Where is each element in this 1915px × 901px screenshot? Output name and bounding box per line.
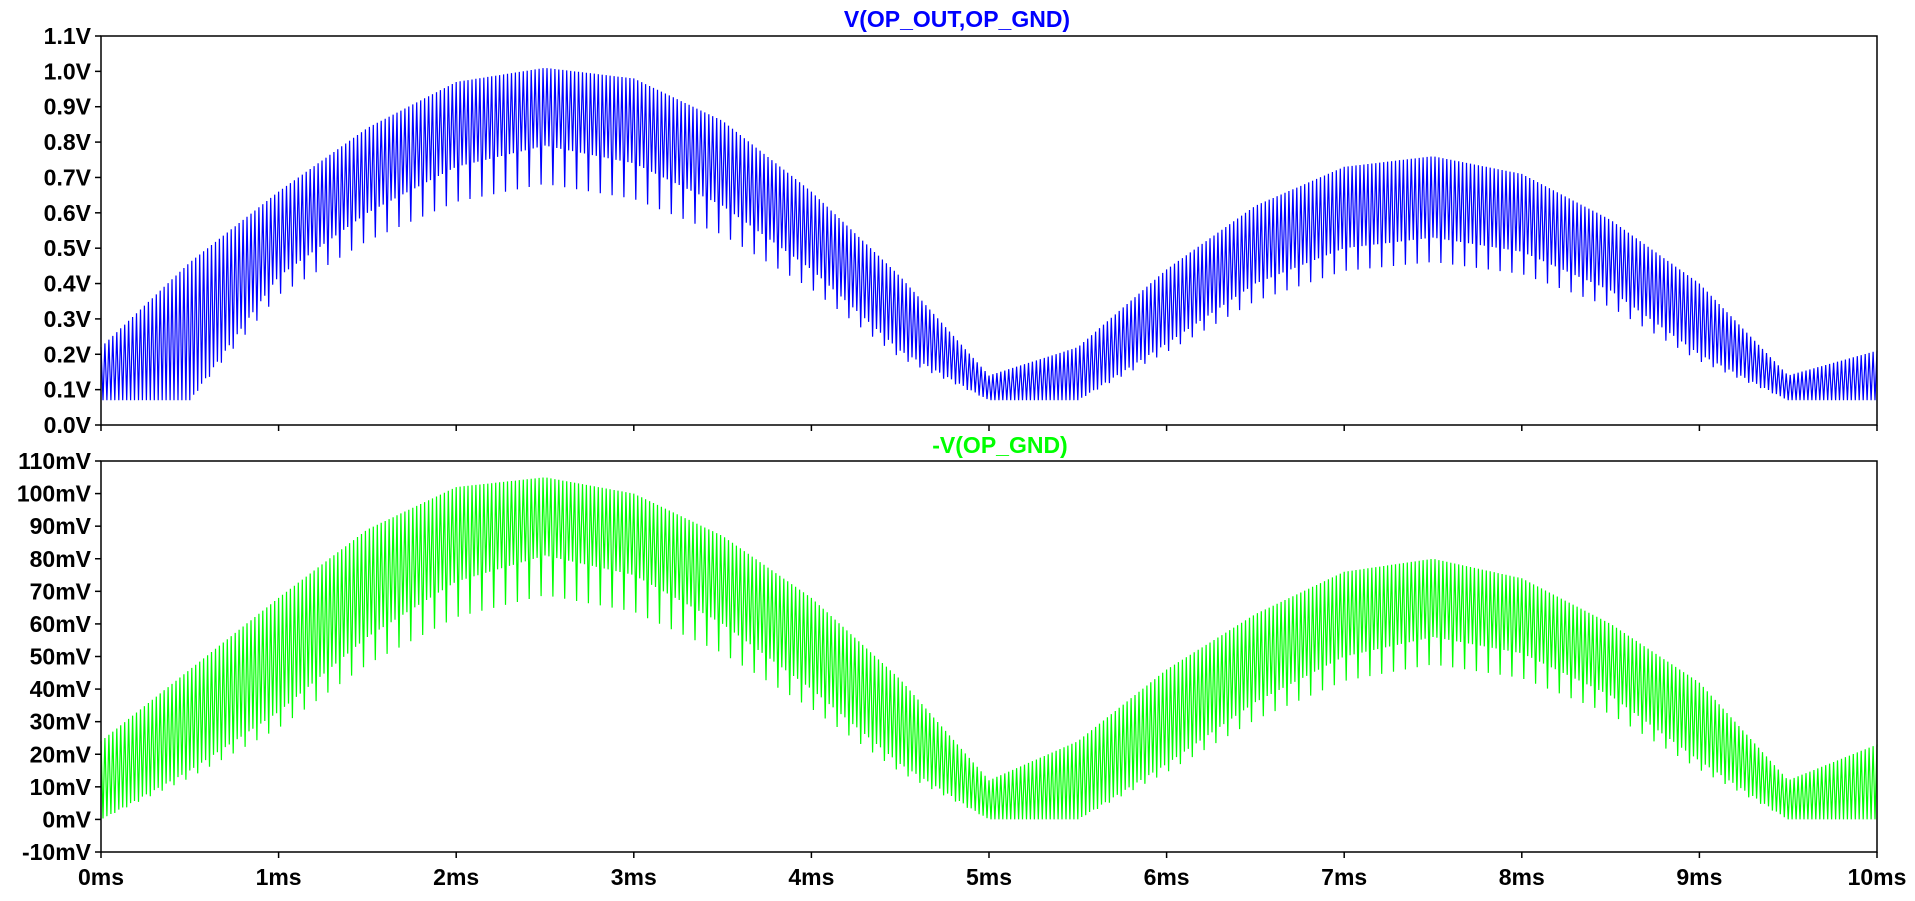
- y-tick-label: 0.7V: [44, 164, 92, 190]
- y-tick-label: -10mV: [22, 839, 92, 865]
- pane-top-x-ticks: [100, 425, 1878, 431]
- y-tick-label: 0.0V: [44, 412, 92, 438]
- pane-top: V(OP_OUT,OP_GND) 0.0V 0.1V 0.2V 0.3V 0.4V 0.5…: [44, 6, 1878, 438]
- x-tick-label: 7ms: [1321, 864, 1367, 890]
- y-tick-label: 0.1V: [44, 377, 92, 403]
- y-tick-label: 1.1V: [44, 23, 92, 49]
- pane-bottom: -V(OP_GND) -10mV 0mV 10mV 20mV 30mV 40mV 50mV 6…: [17, 432, 1907, 890]
- x-tick-label: 5ms: [966, 864, 1012, 890]
- y-tick-label: 0mV: [42, 806, 91, 832]
- signal-trace: [100, 68, 1878, 401]
- y-tick-label: 0.8V: [44, 129, 92, 155]
- x-tick-label: 0ms: [78, 864, 124, 890]
- y-tick-label: 80mV: [30, 546, 92, 572]
- y-tick-label: 0.2V: [44, 341, 92, 367]
- y-tick-label: 50mV: [30, 644, 92, 670]
- y-tick-label: 0.5V: [44, 235, 92, 261]
- pane-bottom-waveform: [100, 477, 1878, 820]
- x-tick-label: 10ms: [1848, 864, 1907, 890]
- y-tick-label: 90mV: [30, 513, 92, 539]
- y-tick-label: 0.4V: [44, 271, 92, 297]
- y-tick-label: 0.9V: [44, 94, 92, 120]
- y-tick-label: 100mV: [17, 481, 92, 507]
- x-tick-label: 2ms: [433, 864, 479, 890]
- pane-bottom-frame: [100, 460, 1878, 853]
- pane-top-frame: [100, 35, 1878, 426]
- x-tick-label: 3ms: [611, 864, 657, 890]
- y-tick-label: 20mV: [30, 741, 92, 767]
- x-tick-label: 6ms: [1144, 864, 1190, 890]
- y-tick-label: 10mV: [30, 774, 92, 800]
- x-tick-label: 1ms: [256, 864, 302, 890]
- x-tick-label: 8ms: [1499, 864, 1545, 890]
- y-tick-label: 1.0V: [44, 58, 92, 84]
- pane-bottom-title[interactable]: -V(OP_GND): [932, 432, 1067, 458]
- y-tick-label: 70mV: [30, 578, 92, 604]
- pane-top-title[interactable]: V(OP_OUT,OP_GND): [844, 6, 1070, 32]
- y-tick-label: 60mV: [30, 611, 92, 637]
- x-axis: 0ms 1ms 2ms 3ms 4ms 5ms 6ms 7ms 8ms 9ms 10ms: [78, 852, 1906, 890]
- x-tick-label: 4ms: [788, 864, 834, 890]
- y-tick-label: 40mV: [30, 676, 92, 702]
- y-tick-label: 110mV: [18, 448, 92, 474]
- y-tick-label: 30mV: [30, 709, 92, 735]
- pane-top-waveform: [100, 68, 1878, 401]
- y-tick-label: 0.3V: [44, 306, 92, 332]
- y-tick-label: 0.6V: [44, 200, 92, 226]
- signal-trace: [100, 477, 1878, 820]
- x-tick-label: 9ms: [1676, 864, 1722, 890]
- pane-bottom-y-axis: -10mV 0mV 10mV 20mV 30mV 40mV 50mV 60mV 70mV 80mV…: [17, 448, 101, 865]
- pane-top-y-axis: 0.0V 0.1V 0.2V 0.3V 0.4V 0.5V 0.6V 0.7V 0.8V 0.9V…: [44, 23, 101, 438]
